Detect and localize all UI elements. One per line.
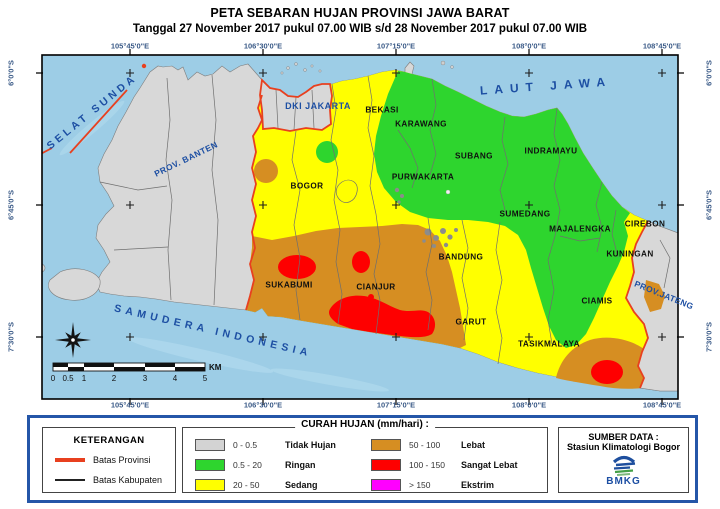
- rainfall-legend-item: 20 - 50 Sedang: [195, 476, 365, 493]
- rainfall-legend-item: 50 - 100 Lebat: [371, 436, 541, 453]
- svg-text:0.5: 0.5: [62, 374, 74, 383]
- map-svg: 0 0.5 1 2 3 4 5 KM: [30, 49, 684, 405]
- keterangan-box: KETERANGAN Batas Provinsi Batas Kabupate…: [42, 427, 176, 493]
- island-dots: [280, 60, 454, 75]
- latitude-label: 6°0'0"S: [6, 60, 16, 86]
- page-subtitle: Tanggal 27 November 2017 pukul 07.00 WIB…: [132, 23, 588, 35]
- map-canvas: 0 0.5 1 2 3 4 5 KM: [30, 45, 690, 410]
- svg-text:2: 2: [112, 374, 117, 383]
- source-box: SUMBER DATA : Stasiun Klimatologi Bogor …: [558, 427, 689, 493]
- latitude-label: 6°45'0"S: [6, 189, 16, 221]
- legend-label: Ringan: [285, 459, 316, 470]
- legend-range: 20 - 50: [233, 479, 260, 490]
- kabupaten-boundaries: [99, 74, 671, 365]
- rainfall-legend-title: CURAH HUJAN (mm/hari) :: [295, 419, 435, 430]
- zone-sangat-lebat: [278, 255, 316, 279]
- svg-text:5: 5: [203, 374, 208, 383]
- legend-label: Ekstrim: [461, 479, 495, 490]
- zone-sangat-lebat: [352, 251, 370, 273]
- legend-swatch: [371, 478, 401, 491]
- rainfall-legend-column: 0 - 0.5 Tidak Hujan 0.5 - 20 Ringan 20 - 50 S…: [195, 436, 365, 496]
- legend-range: > 150: [409, 479, 431, 490]
- legend-swatch: [371, 458, 401, 471]
- legend-label: Sedang: [285, 479, 318, 490]
- zone-ringan: [374, 71, 630, 348]
- legend-swatch: [195, 458, 225, 471]
- scale-bar: 0 0.5 1 2 3 4 5 KM: [51, 362, 222, 383]
- legend-range: 0.5 - 20: [233, 459, 262, 470]
- rainfall-legend-item: > 150 Ekstrim: [371, 476, 541, 493]
- compass-rose-icon: [55, 322, 91, 358]
- rainfall-legend-item: 0.5 - 20 Ringan: [195, 456, 365, 473]
- latitude-label: 6°45'0"S: [704, 189, 714, 221]
- rainfall-legend-item: 100 - 150 Sangat Lebat: [371, 456, 541, 473]
- legend-item-kabupaten-boundary: Batas Kabupaten: [55, 474, 175, 486]
- page-title: PETA SEBARAN HUJAN PROVINSI JAWA BARAT: [210, 6, 510, 20]
- urban-area-bandung: [394, 187, 458, 248]
- station-dot: [445, 189, 451, 195]
- legend-label: Batas Provinsi: [93, 455, 151, 465]
- legend-panel: KETERANGAN Batas Provinsi Batas Kabupate…: [27, 415, 698, 503]
- zone-lebat-across-border: [644, 280, 665, 312]
- zone-sangat-lebat-coast: [328, 295, 436, 338]
- graticule-ticks: [36, 49, 684, 405]
- map-frame: [41, 54, 679, 400]
- legend-range: 100 - 150: [409, 459, 445, 470]
- source-station: Stasiun Klimatologi Bogor: [566, 442, 680, 452]
- svg-text:4: 4: [173, 374, 178, 383]
- kabupaten-line-sample: [55, 479, 85, 481]
- island: [42, 263, 46, 273]
- legend-swatch: [195, 478, 225, 491]
- island-ujung-kulon: [48, 268, 101, 301]
- province-line-sample: [55, 458, 85, 462]
- rainfall-legend-box: CURAH HUJAN (mm/hari) : 0 - 0.5 Tidak Huj…: [182, 419, 548, 496]
- province-boundaries: [42, 63, 649, 389]
- island: [30, 173, 39, 187]
- legend-range: 50 - 100: [409, 439, 441, 450]
- legend-label: Batas Kabupaten: [93, 475, 163, 485]
- legend-label: Tidak Hujan: [285, 439, 336, 450]
- legend-item-province-boundary: Batas Provinsi: [55, 454, 175, 466]
- keterangan-title: KETERANGAN: [73, 435, 145, 446]
- latitude-label: 7°30'0"S: [704, 321, 714, 353]
- legend-range: 0 - 0.5: [233, 439, 258, 450]
- zone-lebat-spot: [254, 159, 278, 183]
- rainfall-legend-item: 0 - 0.5 Tidak Hujan: [195, 436, 365, 453]
- zone-sangat-lebat: [591, 360, 623, 384]
- legend-label: Sangat Lebat: [461, 459, 518, 470]
- source-title: SUMBER DATA :: [588, 432, 659, 442]
- svg-text:3: 3: [143, 374, 148, 383]
- svg-text:0: 0: [51, 374, 56, 383]
- svg-text:KM: KM: [209, 363, 222, 372]
- source-agency: BMKG: [606, 476, 641, 487]
- svg-text:1: 1: [82, 374, 87, 383]
- legend-swatch: [195, 438, 225, 451]
- legend-swatch: [371, 438, 401, 451]
- graticule-crosses: [126, 69, 666, 341]
- zone-ringan-spot: [316, 141, 338, 163]
- latitude-label: 7°30'0"S: [6, 321, 16, 353]
- latitude-label: 6°0'0"S: [704, 60, 714, 86]
- legend-label: Lebat: [461, 439, 486, 450]
- bmkg-logo-icon: [612, 455, 635, 476]
- rainfall-legend-column: 50 - 100 Lebat 100 - 150 Sangat Lebat > 150 E…: [371, 436, 541, 496]
